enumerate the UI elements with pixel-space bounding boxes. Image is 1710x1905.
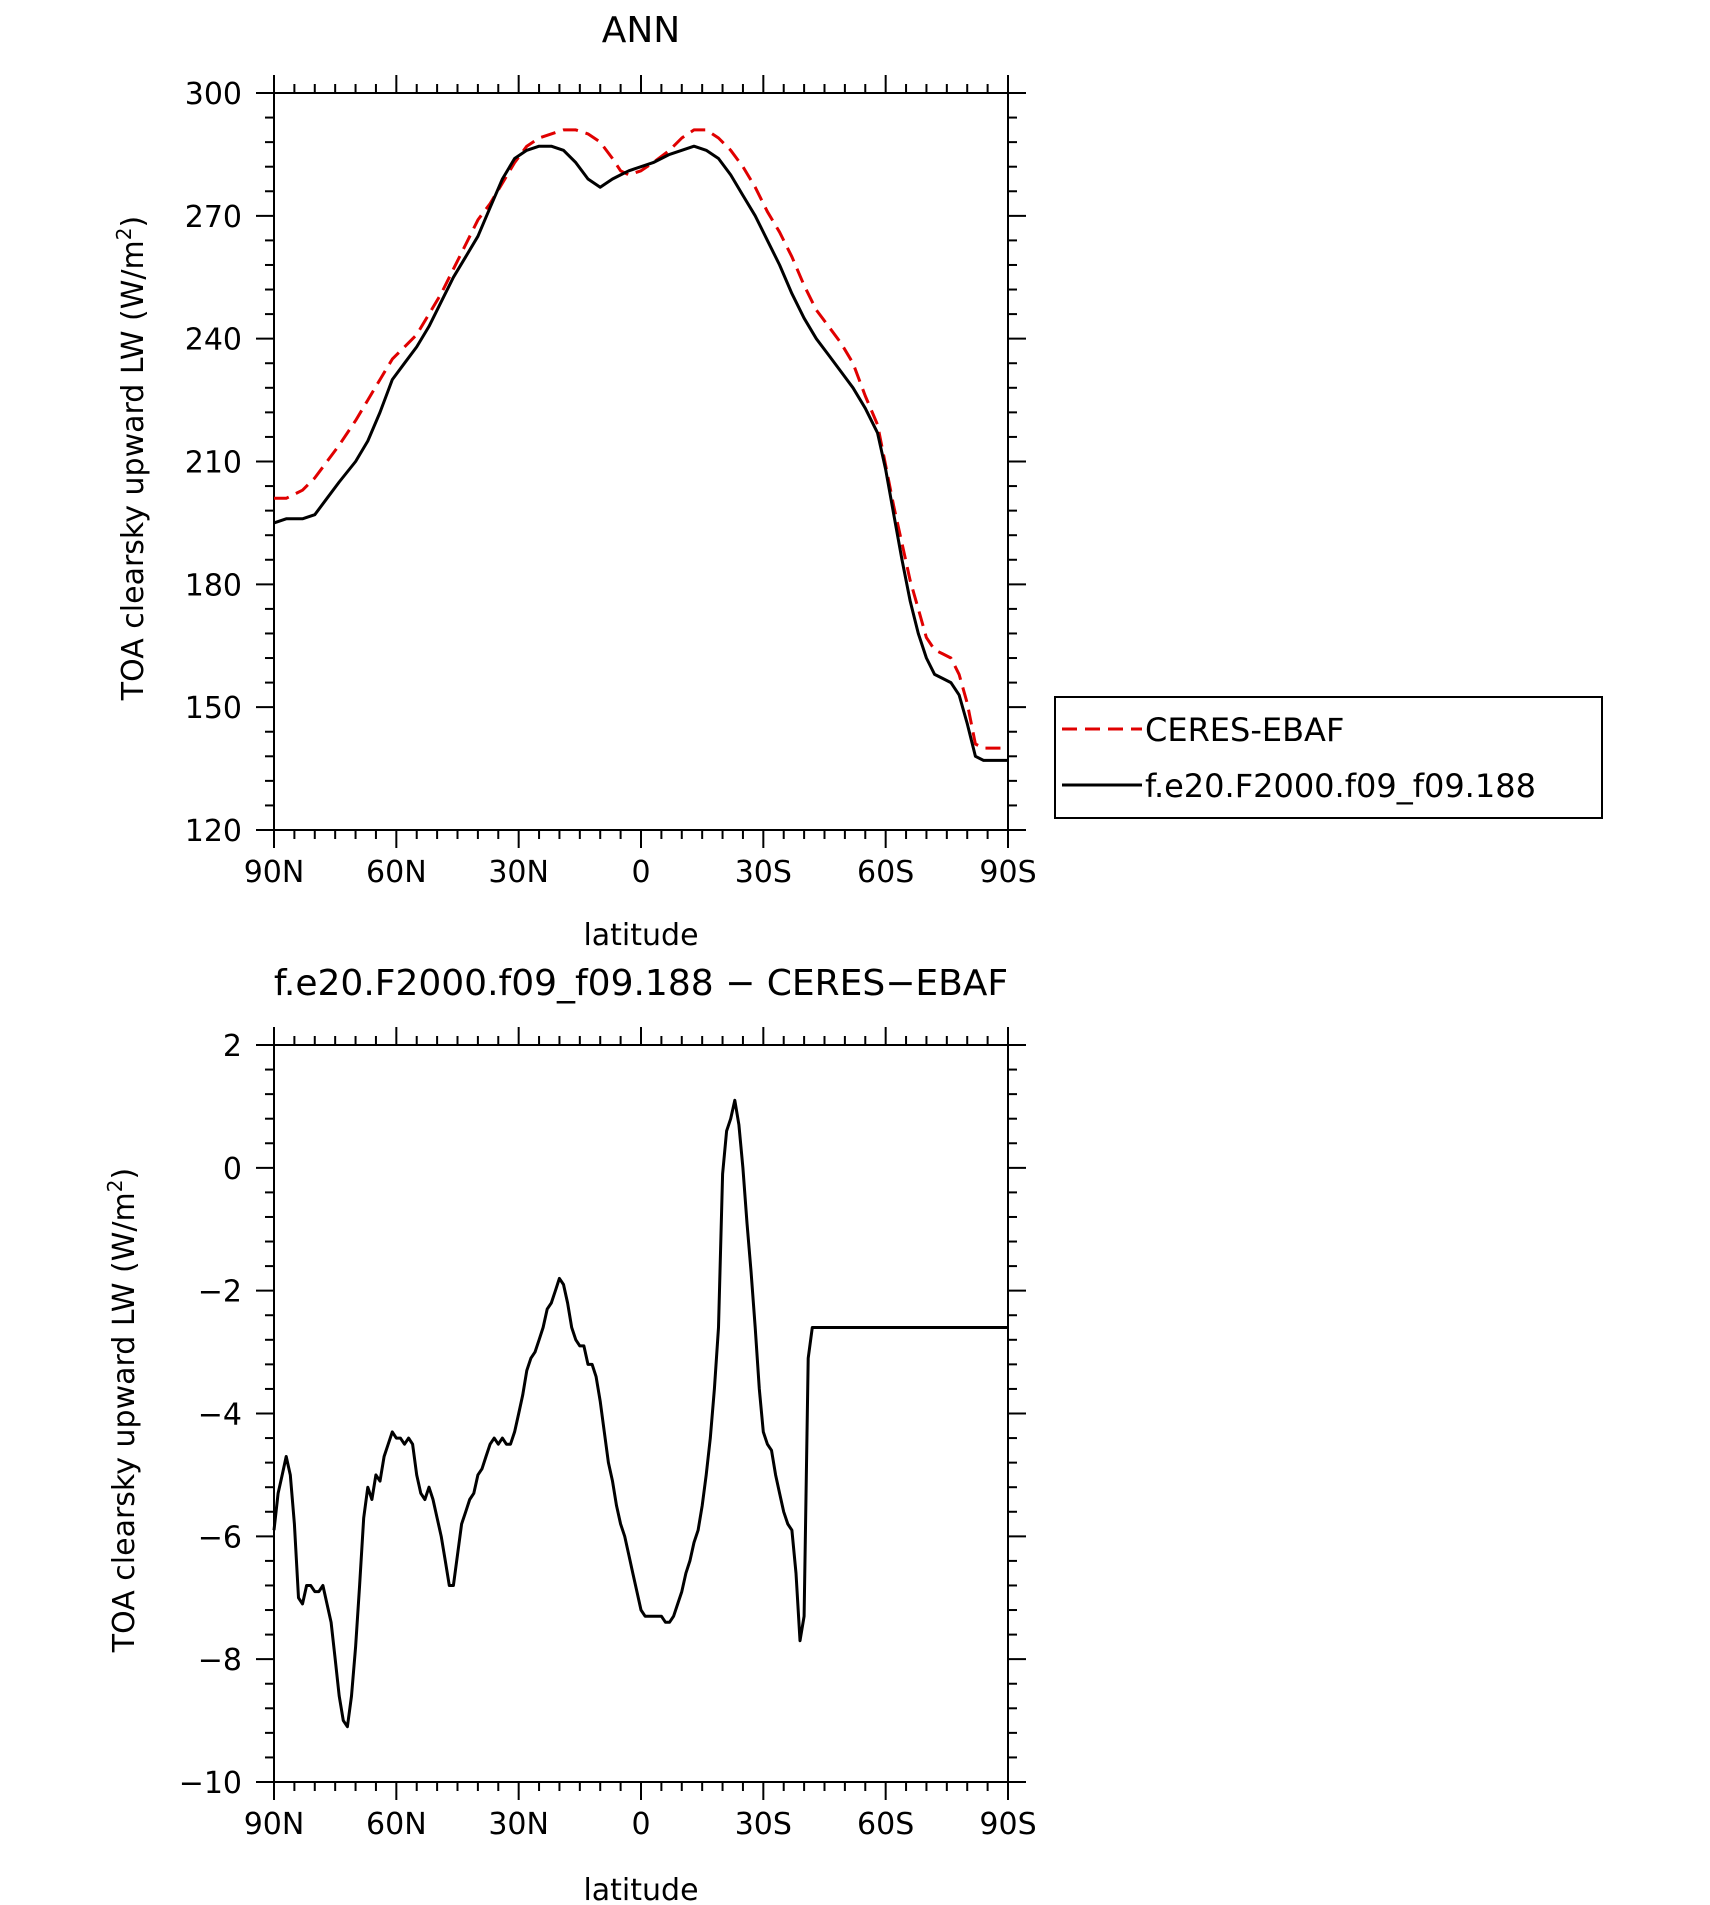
x-tick-label: 60N [366, 855, 427, 890]
x-tick-label: 90N [244, 1807, 305, 1842]
series-line-1 [273, 144, 1008, 762]
y-tick-label: 0 [223, 1152, 242, 1187]
x-tick-label: 60N [366, 1807, 427, 1842]
x-tick-label: 0 [631, 1807, 650, 1842]
y-tick-label: 240 [185, 323, 242, 358]
legend-label-model: f.e20.F2000.f09_f09.188 [1145, 767, 1536, 805]
legend-label-ceres: CERES-EBAF [1145, 711, 1344, 749]
y-tick-label: 180 [185, 568, 242, 603]
x-tick-label: 30N [488, 1807, 549, 1842]
panel-annual-lw: ANN latitude TOA clearsky upward LW (W/m… [112, 10, 1603, 953]
x-axis-title: latitude [583, 1873, 698, 1905]
x-tick-label: 30N [488, 855, 549, 890]
legend: CERES-EBAF f.e20.F2000.f09_f09.188 [1054, 696, 1603, 819]
x-tick-label: 60S [857, 855, 914, 890]
y-tick-label: 270 [185, 200, 242, 235]
y-tick-label: 120 [185, 814, 242, 849]
y-axis-title-end: ) [116, 216, 151, 228]
x-tick-label: 90S [979, 1807, 1036, 1842]
y-axis-title: TOA clearsky upward LW (W/m2) [112, 216, 151, 701]
y-axis-title-main: TOA clearsky upward LW (W/m [116, 240, 151, 701]
series-line-0 [274, 128, 1008, 750]
plot-area-bottom: 90N 60N 30N 0 30S 60S 90S −10 −8 −6 −4 −2 0 2 [179, 1027, 1037, 1842]
plot-area-top: 90N 60N 30N 0 30S 60S 90S 120 150 180 210 240 270 300 [185, 75, 1037, 890]
y-tick-label: −8 [198, 1643, 242, 1678]
y-tick-label: 300 [185, 77, 242, 112]
y-axis-title-main: TOA clearsky upward LW (W/m [107, 1192, 142, 1653]
x-tick-label: 30S [735, 1807, 792, 1842]
x-tick-label: 90N [244, 855, 305, 890]
x-axis-title: latitude [583, 918, 698, 953]
y-axis-title-sup: 2 [103, 1180, 127, 1193]
y-tick-label: −6 [198, 1520, 242, 1555]
legend-box [1054, 696, 1603, 819]
y-tick-label: 150 [185, 691, 242, 726]
x-tick-label: 90S [979, 855, 1036, 890]
chart-title-difference: f.e20.F2000.f09_f09.188 − CERES−EBAF [274, 963, 1008, 1004]
x-tick-label: 60S [857, 1807, 914, 1842]
chart-title-ann: ANN [602, 10, 681, 51]
y-axis-title: TOA clearsky upward LW (W/m2) [103, 1168, 142, 1653]
y-axis-title-end: ) [107, 1168, 142, 1180]
plot-frame [273, 92, 1009, 831]
panel-difference: f.e20.F2000.f09_f09.188 − CERES−EBAF lat… [103, 963, 1037, 1905]
y-tick-label: −4 [198, 1398, 242, 1433]
x-tick-label: 30S [735, 855, 792, 890]
y-tick-label: −2 [198, 1275, 242, 1310]
y-tick-label: 210 [185, 446, 242, 481]
y-tick-label: −10 [179, 1766, 242, 1801]
y-axis-title-sup: 2 [112, 228, 136, 241]
y-tick-label: 2 [223, 1029, 242, 1064]
series-line-0 [272, 1098, 1008, 1729]
x-tick-label: 0 [631, 855, 650, 890]
plot-frame [273, 1044, 1009, 1783]
